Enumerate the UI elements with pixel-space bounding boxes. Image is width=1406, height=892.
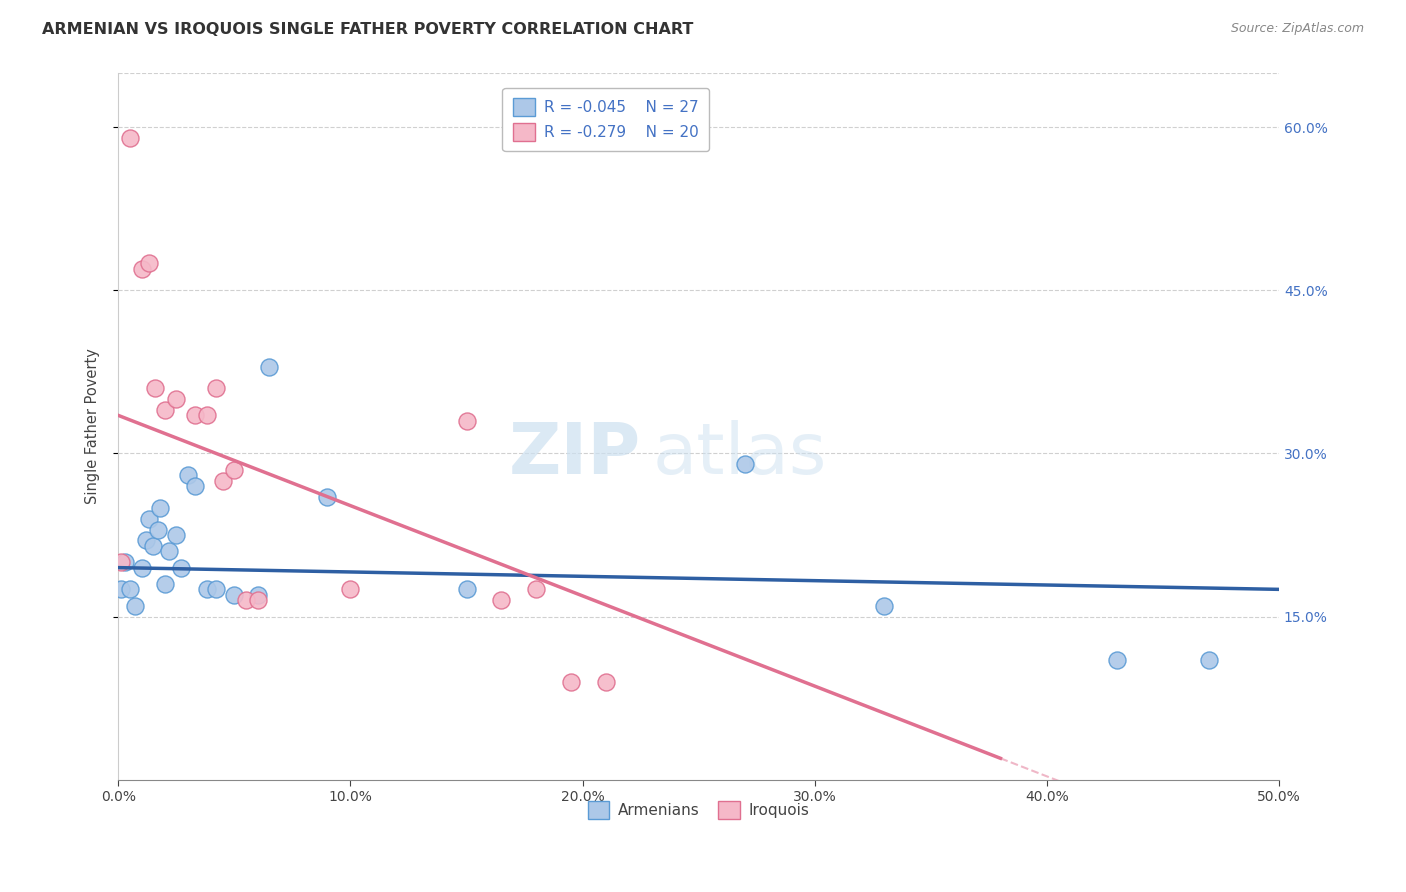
Point	[205, 381, 228, 395]
Point	[142, 539, 165, 553]
Point	[118, 582, 141, 597]
Point	[1198, 653, 1220, 667]
Point	[456, 582, 478, 597]
Point	[235, 593, 257, 607]
Point	[124, 599, 146, 613]
Text: ARMENIAN VS IROQUOIS SINGLE FATHER POVERTY CORRELATION CHART: ARMENIAN VS IROQUOIS SINGLE FATHER POVER…	[42, 22, 693, 37]
Point	[170, 560, 193, 574]
Point	[195, 409, 218, 423]
Point	[560, 674, 582, 689]
Point	[456, 414, 478, 428]
Point	[135, 533, 157, 548]
Point	[145, 381, 167, 395]
Point	[165, 392, 187, 406]
Point	[184, 409, 207, 423]
Point	[131, 261, 153, 276]
Point	[316, 490, 339, 504]
Point	[595, 674, 617, 689]
Point	[138, 511, 160, 525]
Point	[257, 359, 280, 374]
Point	[153, 577, 176, 591]
Legend: Armenians, Iroquois: Armenians, Iroquois	[582, 795, 815, 825]
Point	[205, 582, 228, 597]
Point	[246, 588, 269, 602]
Point	[131, 560, 153, 574]
Point	[110, 582, 132, 597]
Point	[339, 582, 361, 597]
Point	[246, 593, 269, 607]
Point	[734, 458, 756, 472]
Text: Source: ZipAtlas.com: Source: ZipAtlas.com	[1230, 22, 1364, 36]
Y-axis label: Single Father Poverty: Single Father Poverty	[86, 349, 100, 504]
Point	[524, 582, 547, 597]
Point	[138, 256, 160, 270]
Point	[114, 555, 136, 569]
Text: atlas: atlas	[652, 420, 827, 489]
Point	[211, 474, 233, 488]
Point	[1105, 653, 1128, 667]
Point	[146, 523, 169, 537]
Point	[159, 544, 181, 558]
Point	[149, 500, 172, 515]
Point	[118, 131, 141, 145]
Point	[224, 463, 246, 477]
Text: ZIP: ZIP	[509, 420, 641, 489]
Point	[491, 593, 513, 607]
Point	[873, 599, 896, 613]
Point	[224, 588, 246, 602]
Point	[110, 555, 132, 569]
Point	[177, 468, 200, 483]
Point	[165, 528, 187, 542]
Point	[195, 582, 218, 597]
Point	[184, 479, 207, 493]
Point	[153, 403, 176, 417]
